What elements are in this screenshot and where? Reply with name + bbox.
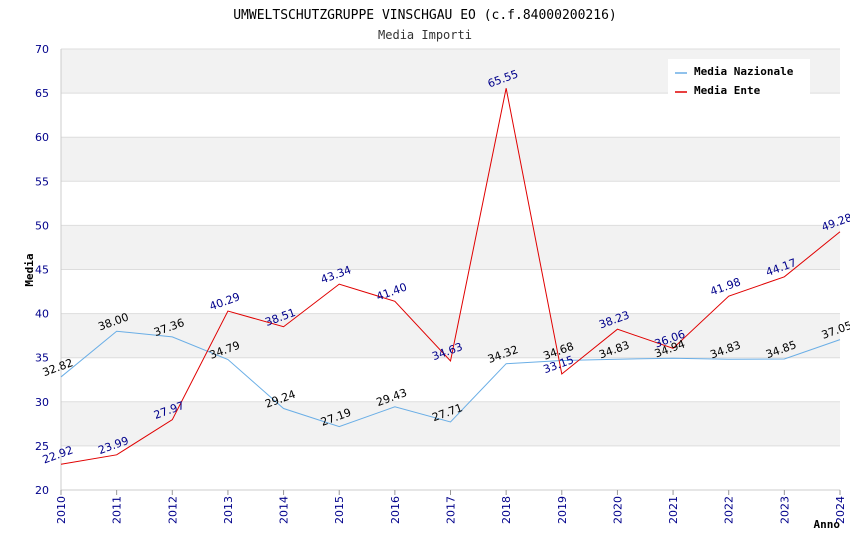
y-tick-label: 50 — [35, 219, 49, 232]
x-tick-label: 2018 — [500, 496, 513, 524]
y-tick-label: 65 — [35, 87, 49, 100]
y-tick-label: 30 — [35, 396, 49, 409]
x-tick-label: 2017 — [445, 496, 458, 524]
series-lines — [60, 88, 841, 465]
chart-subtitle: Media Importi — [378, 28, 472, 42]
axes — [60, 49, 841, 495]
background-band — [61, 313, 840, 358]
y-tick-label: 25 — [35, 440, 49, 453]
y-tick-label: 70 — [35, 43, 49, 56]
data-label-media-ente: 40.29 — [208, 290, 242, 313]
series-line-media-nazionale — [60, 330, 841, 428]
x-tick-label: 2013 — [222, 496, 235, 524]
x-tick-label: 2021 — [667, 496, 680, 524]
legend-box — [668, 59, 810, 97]
x-tick-label: 2020 — [611, 496, 624, 524]
x-tick-label: 2022 — [723, 496, 736, 524]
background-bands — [61, 49, 840, 446]
y-axis-label: Media — [23, 253, 36, 286]
x-tick-label: 2010 — [55, 496, 68, 524]
legend-label-media-nazionale: Media Nazionale — [694, 65, 794, 78]
series-line-media-ente — [60, 88, 841, 465]
x-tick-label: 2014 — [278, 496, 291, 524]
y-tick-label: 35 — [35, 352, 49, 365]
y-tick-label: 20 — [35, 484, 49, 497]
legend: Media Nazionale Media Ente — [668, 59, 810, 97]
data-label-media-ente: 41.98 — [708, 275, 742, 298]
x-tick-label: 2016 — [389, 496, 402, 524]
y-tick-labels: 20 25 30 35 40 45 50 55 60 65 70 — [35, 43, 49, 497]
y-tick-label: 40 — [35, 308, 49, 321]
chart-title: UMWELTSCHUTZGRUPPE VINSCHGAU EO (c.f.840… — [233, 8, 617, 23]
legend-label-media-ente: Media Ente — [694, 84, 761, 97]
y-tick-label: 45 — [35, 264, 49, 277]
x-tick-label: 2019 — [556, 496, 569, 524]
x-tick-label: 2024 — [834, 496, 847, 524]
x-tick-label: 2015 — [333, 496, 346, 524]
background-band — [61, 225, 840, 270]
x-axis-label: Anno — [814, 518, 841, 531]
x-tick-label: 2023 — [778, 496, 791, 524]
x-tick-label: 2012 — [166, 496, 179, 524]
y-tick-label: 60 — [35, 131, 49, 144]
x-tick-label: 2011 — [111, 496, 124, 524]
y-tick-label: 55 — [35, 175, 49, 188]
background-band — [61, 401, 840, 446]
x-tick-labels: 2010 2011 2012 2013 2014 2015 2016 2017 2018 2019… — [55, 496, 847, 524]
background-band — [61, 137, 840, 182]
